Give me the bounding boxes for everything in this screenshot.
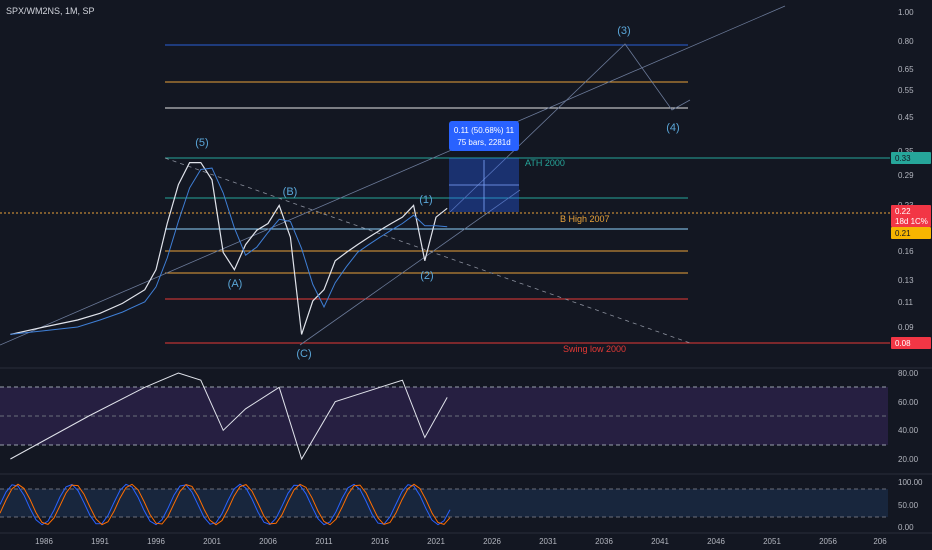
- price-tag: [891, 152, 931, 164]
- rsi-tick-label: 80.00: [898, 369, 919, 378]
- time-tick-label: 2056: [819, 537, 837, 546]
- price-tag-label: 0.22: [895, 207, 911, 216]
- wave-label: (1): [419, 194, 432, 206]
- rsi-pane[interactable]: [0, 372, 888, 461]
- price-tick-label: 0.13: [898, 276, 914, 285]
- price-tag-label: 0.08: [895, 339, 911, 348]
- wave-label: (A): [228, 278, 243, 290]
- rsi-tick-label: 40.00: [898, 426, 919, 435]
- time-axis[interactable]: 1986 1991 1996 2001 2006 2011 2016 2021 2026 2031…: [35, 537, 887, 546]
- moving-average-line: [10, 167, 448, 335]
- time-tick-label: 2001: [203, 537, 221, 546]
- stoch-tick-label: 100.00: [898, 478, 923, 487]
- time-tick-label: 2011: [315, 537, 333, 546]
- time-tick-label: 2021: [427, 537, 445, 546]
- time-tick-label: 2051: [763, 537, 781, 546]
- price-tick-label: 0.16: [898, 247, 914, 256]
- price-tag-label: 0.33: [895, 154, 911, 163]
- price-tick-label: 0.45: [898, 113, 914, 122]
- time-tick-label: 2036: [595, 537, 613, 546]
- time-tick-label: 2026: [483, 537, 501, 546]
- wave-label: (4): [666, 122, 679, 134]
- price-tag: [891, 215, 931, 227]
- price-tick-label: 0.09: [898, 323, 914, 332]
- measure-line1: 0.11 (50.68%) 11: [454, 126, 515, 135]
- rsi-tick-label: 60.00: [898, 398, 919, 407]
- time-tick-label: 1991: [91, 537, 109, 546]
- wave-projection-line[interactable]: [449, 43, 691, 213]
- price-tag: [891, 337, 931, 349]
- price-tick-label: 0.55: [898, 86, 914, 95]
- price-tick-label: 0.80: [898, 37, 914, 46]
- time-tick-label: 206: [873, 537, 887, 546]
- wave-label: (5): [195, 137, 208, 149]
- chart-background: [0, 0, 890, 550]
- price-tag-label: 0.21: [895, 229, 911, 238]
- lower-channel-line[interactable]: [299, 189, 521, 346]
- wave-label: (B): [283, 186, 298, 198]
- symbol-title: SPX/WM2NS, 1M, SP: [6, 6, 95, 16]
- price-tag-label: 18d 1C%: [895, 217, 928, 226]
- price-tick-label: 0.35: [898, 147, 914, 156]
- b-high-label: B High 2007: [560, 214, 610, 224]
- time-tick-label: 2041: [651, 537, 669, 546]
- swing-low-label: Swing low 2000: [563, 344, 626, 354]
- stoch-band: [0, 489, 888, 517]
- stoch-tick-label: 50.00: [898, 501, 919, 510]
- measure-line2: 75 bars, 2281d: [457, 138, 510, 147]
- wave-label: (2): [420, 270, 433, 282]
- measure-tooltip: [449, 121, 519, 151]
- price-axis-background: [890, 0, 932, 550]
- wave-label: (3): [617, 25, 630, 37]
- rsi-tick-label: 20.00: [898, 455, 919, 464]
- price-tick-label: 0.11: [898, 298, 914, 307]
- price-axis[interactable]: 1.000.800.650.550.450.350.290.230.160.13…: [891, 8, 931, 349]
- stoch-axis: 100.00 50.00 0.00: [898, 478, 923, 532]
- price-tag: [891, 205, 931, 217]
- upper-channel-line[interactable]: [0, 5, 786, 346]
- time-tick-label: 2016: [371, 537, 389, 546]
- price-tick-label: 0.29: [898, 171, 914, 180]
- main-price-pane[interactable]: 0.11 (50.68%) 11 75 bars, 2281d ATH 2000 B …: [0, 5, 890, 360]
- price-tag: [891, 227, 931, 239]
- price-series-line[interactable]: [10, 162, 448, 335]
- time-tick-label: 2006: [259, 537, 277, 546]
- wave-label: (C): [296, 348, 311, 360]
- ath-label: ATH 2000: [525, 158, 565, 168]
- price-tick-label: 0.65: [898, 65, 914, 74]
- time-tick-label: 1996: [147, 537, 165, 546]
- rsi-line[interactable]: [10, 372, 448, 461]
- stoch-rsi-pane[interactable]: [0, 483, 888, 526]
- time-tick-label: 1986: [35, 537, 53, 546]
- time-tick-label: 2046: [707, 537, 725, 546]
- stoch-tick-label: 0.00: [898, 523, 914, 532]
- stoch-k-line[interactable]: [0, 483, 451, 526]
- price-tick-label: 1.00: [898, 8, 914, 17]
- stoch-d-line[interactable]: [0, 483, 451, 526]
- rsi-axis: 80.00 60.00 40.00 20.00: [898, 369, 919, 464]
- time-tick-label: 2031: [539, 537, 557, 546]
